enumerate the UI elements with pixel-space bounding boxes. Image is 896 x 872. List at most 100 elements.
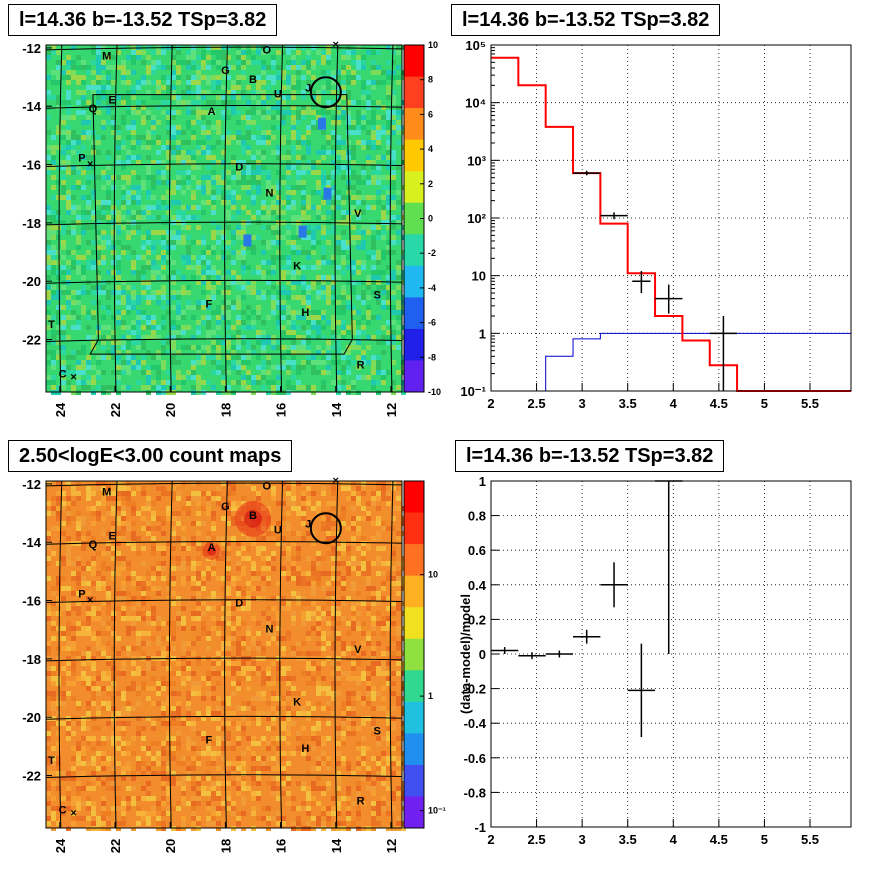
map-pixel: [311, 681, 316, 686]
map-pixel: [356, 175, 361, 180]
map-pixel: [141, 596, 146, 601]
map-pixel: [226, 355, 231, 360]
map-pixel: [136, 255, 141, 260]
map-pixel: [176, 721, 181, 726]
map-pixel: [281, 120, 286, 125]
map-pixel: [141, 516, 146, 521]
map-pixel: [61, 165, 66, 170]
map-pixel: [291, 506, 296, 511]
map-pixel: [181, 225, 186, 230]
map-pixel: [146, 496, 151, 501]
map-pixel: [391, 275, 396, 280]
map-pixel: [376, 380, 381, 385]
map-pixel: [266, 175, 271, 180]
map-pixel: [276, 315, 281, 320]
map-pixel: [101, 175, 106, 180]
map-pixel: [106, 496, 111, 501]
map-pixel: [361, 125, 366, 130]
map-pixel: [306, 215, 311, 220]
map-pixel: [66, 721, 71, 726]
map-pixel: [201, 200, 206, 205]
map-pixel: [201, 60, 206, 65]
map-pixel: [286, 150, 291, 155]
map-pixel: [121, 345, 126, 350]
map-pixel: [396, 325, 401, 330]
map-pixel: [351, 385, 356, 390]
map-pixel: [196, 641, 201, 646]
map-pixel: [196, 85, 201, 90]
map-pixel: [141, 180, 146, 185]
map-pixel: [81, 210, 86, 215]
map-pixel: [331, 506, 336, 511]
map-pixel: [151, 80, 156, 85]
map-pixel: [356, 611, 361, 616]
map-pixel: [121, 661, 126, 666]
map-pixel: [111, 661, 116, 666]
map-pixel: [141, 115, 146, 120]
map-pixel: [351, 50, 356, 55]
map-pixel: [361, 140, 366, 145]
map-pixel: [171, 155, 176, 160]
map-pixel: [61, 290, 66, 295]
map-pixel: [76, 255, 81, 260]
map-pixel: [71, 300, 76, 305]
map-pixel: [271, 621, 276, 626]
map-pixel: [261, 340, 266, 345]
map-pixel: [246, 385, 251, 390]
map-pixel: [51, 290, 56, 295]
map-pixel: [166, 195, 171, 200]
map-pixel: [251, 661, 256, 666]
x-tick-label: 18: [218, 403, 233, 417]
map-pixel: [76, 481, 81, 486]
map-pixel: [356, 546, 361, 551]
map-pixel: [191, 240, 196, 245]
map-pixel: [206, 280, 211, 285]
map-pixel: [306, 701, 311, 706]
map-pixel: [46, 691, 51, 696]
map-pixel: [181, 325, 186, 330]
map-pixel: [341, 210, 346, 215]
map-pixel: [396, 626, 401, 631]
map-pixel: [341, 355, 346, 360]
map-pixel: [146, 596, 151, 601]
map-pixel: [281, 551, 286, 556]
map-pixel: [231, 305, 236, 310]
map-pixel: [301, 75, 306, 80]
map-pixel: [346, 280, 351, 285]
map-pixel: [346, 115, 351, 120]
map-pixel: [266, 616, 271, 621]
map-pixel: [366, 666, 371, 671]
map-pixel: [276, 340, 281, 345]
map-pixel: [311, 591, 316, 596]
map-pixel: [136, 325, 141, 330]
map-pixel: [316, 676, 321, 681]
map-pixel: [136, 50, 141, 55]
map-pixel: [66, 60, 71, 65]
map-pixel: [281, 50, 286, 55]
map-pixel: [396, 701, 401, 706]
map-pixel: [391, 486, 396, 491]
map-pixel: [201, 345, 206, 350]
map-pixel: [331, 295, 336, 300]
map-pixel: [291, 571, 296, 576]
map-pixel: [96, 250, 101, 255]
map-pixel: [396, 536, 401, 541]
map-pixel: [321, 180, 326, 185]
source-label: E: [109, 94, 116, 106]
map-pixel: [266, 501, 271, 506]
map-pixel: [111, 546, 116, 551]
map-pixel: [51, 195, 56, 200]
map-pixel: [116, 711, 121, 716]
map-pixel: [351, 75, 356, 80]
map-pixel: [161, 275, 166, 280]
map-pixel: [51, 706, 56, 711]
map-pixel: [241, 185, 246, 190]
map-pixel: [106, 491, 111, 496]
map-pixel: [361, 90, 366, 95]
map-pixel: [326, 621, 331, 626]
map-pixel: [351, 601, 356, 606]
map-pixel: [386, 501, 391, 506]
map-pixel: [146, 165, 151, 170]
map-pixel: [181, 641, 186, 646]
map-pixel: [266, 180, 271, 185]
